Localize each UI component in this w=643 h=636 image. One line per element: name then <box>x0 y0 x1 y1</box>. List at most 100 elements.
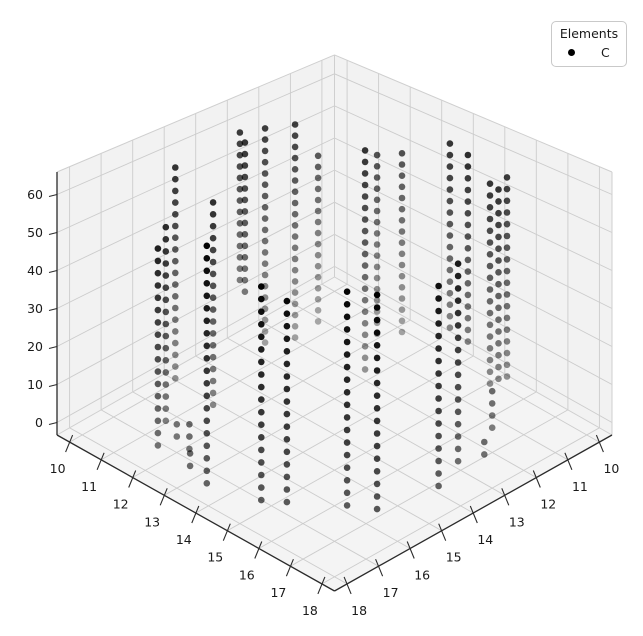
data-point <box>172 257 179 265</box>
data-point <box>446 289 454 297</box>
data-point <box>435 295 442 302</box>
data-point <box>361 366 369 373</box>
data-point <box>261 271 269 279</box>
data-point <box>373 405 381 412</box>
data-point <box>154 282 162 289</box>
data-point <box>314 207 322 215</box>
data-point <box>435 320 442 327</box>
data-point <box>454 383 462 391</box>
data-point <box>446 312 454 320</box>
data-point <box>236 265 244 273</box>
data-point <box>154 417 162 425</box>
data-point <box>435 445 442 452</box>
x-tick-label: 12 <box>113 497 129 512</box>
data-point <box>454 260 462 268</box>
data-point <box>361 262 369 269</box>
data-point <box>373 354 381 362</box>
data-point <box>172 281 179 288</box>
data-point <box>203 455 211 462</box>
data-point <box>314 185 322 193</box>
data-point <box>435 482 442 490</box>
y-tick-label: 12 <box>540 497 556 512</box>
x-tick-label: 13 <box>144 514 160 529</box>
data-point <box>258 471 265 479</box>
data-point <box>154 429 162 437</box>
data-point <box>398 150 406 157</box>
data-point <box>314 285 322 292</box>
data-point <box>486 356 494 364</box>
data-point <box>314 174 322 182</box>
data-point <box>162 236 170 243</box>
data-point <box>283 486 291 493</box>
y-tick-label: 15 <box>446 550 462 565</box>
data-point <box>186 421 193 428</box>
z-tick-label: 40 <box>27 263 43 278</box>
data-point <box>398 272 406 280</box>
data-point <box>373 174 381 181</box>
data-point <box>361 343 369 350</box>
data-point <box>373 329 381 337</box>
data-point <box>503 256 511 263</box>
data-point <box>343 439 351 446</box>
data-point <box>495 245 502 252</box>
data-point <box>314 296 322 303</box>
data-point <box>314 229 322 237</box>
data-point <box>373 392 381 400</box>
z-tick <box>48 421 58 426</box>
data-point <box>283 385 291 393</box>
data-point <box>464 314 472 322</box>
legend: Elements C <box>551 21 627 67</box>
data-point <box>209 389 217 397</box>
data-point <box>361 158 369 166</box>
data-point <box>361 250 369 258</box>
data-point <box>454 285 462 292</box>
data-point <box>373 230 381 237</box>
data-point <box>435 457 442 465</box>
data-point <box>464 256 472 264</box>
data-point <box>486 345 494 352</box>
data-point <box>503 314 511 322</box>
data-point <box>203 242 211 250</box>
data-point <box>446 151 454 159</box>
data-point <box>398 172 406 179</box>
data-point <box>373 207 381 215</box>
data-point <box>314 240 322 248</box>
x-tick-label: 10 <box>50 461 66 476</box>
data-point <box>172 234 179 241</box>
data-point <box>373 297 381 304</box>
data-point <box>373 163 381 170</box>
data-point <box>343 351 351 358</box>
y-tick-label: 17 <box>383 585 399 600</box>
data-point <box>361 320 369 327</box>
data-point <box>258 421 265 429</box>
data-point <box>209 365 217 373</box>
data-point <box>343 401 351 409</box>
data-point <box>209 294 217 302</box>
data-point <box>495 375 502 383</box>
grid-line <box>132 319 411 478</box>
data-point <box>261 125 269 132</box>
data-point <box>291 121 299 128</box>
data-point <box>291 323 299 330</box>
data-point <box>258 308 265 316</box>
z-tick-label: 0 <box>35 415 43 430</box>
data-point <box>503 361 511 369</box>
data-point <box>314 196 322 204</box>
y-tick <box>343 576 352 595</box>
data-point <box>203 442 211 450</box>
data-point <box>314 262 322 270</box>
data-point <box>503 302 511 310</box>
data-point <box>162 344 170 352</box>
data-point <box>495 269 502 276</box>
data-point <box>486 204 494 211</box>
data-point <box>446 209 454 216</box>
data-point <box>283 473 291 481</box>
data-point <box>361 354 369 362</box>
data-point <box>398 194 406 202</box>
data-point <box>283 310 291 318</box>
data-point <box>283 423 291 431</box>
data-point <box>495 304 502 312</box>
data-point <box>154 405 162 412</box>
data-point <box>261 215 269 222</box>
